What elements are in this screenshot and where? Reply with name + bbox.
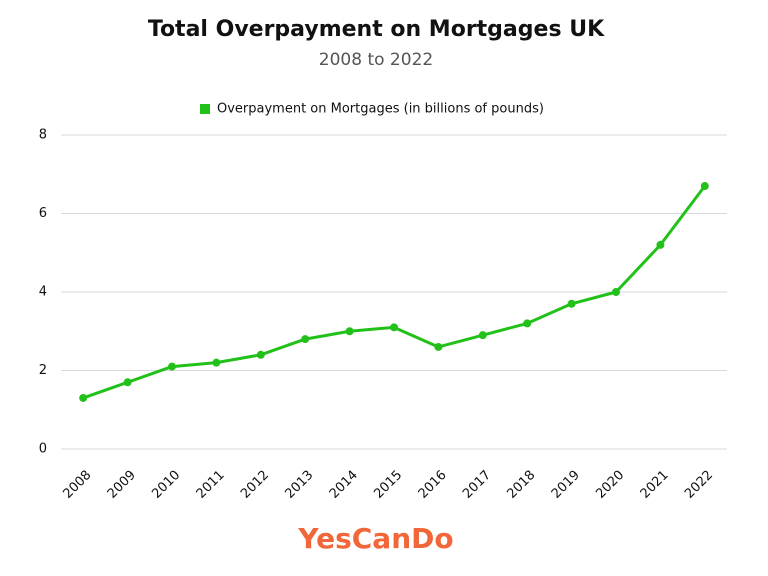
x-tick-label: 2013 bbox=[282, 468, 316, 502]
data-point bbox=[612, 288, 620, 296]
x-tick-label: 2022 bbox=[682, 468, 716, 502]
data-point bbox=[390, 323, 398, 332]
y-tick-label: 6 bbox=[39, 206, 47, 221]
y-tick-label: 0 bbox=[39, 442, 47, 457]
x-tick-label: 2011 bbox=[194, 468, 228, 502]
x-tick-label: 2015 bbox=[371, 468, 405, 502]
brand-logo: YesCanDo bbox=[297, 522, 453, 555]
data-point bbox=[656, 240, 665, 249]
chart-subtitle: 2008 to 2022 bbox=[319, 50, 433, 70]
data-point bbox=[212, 358, 221, 367]
x-tick-label: 2018 bbox=[504, 468, 538, 502]
x-tick-label: 2021 bbox=[638, 468, 672, 502]
data-point bbox=[434, 342, 443, 351]
data-point bbox=[567, 299, 576, 308]
y-tick-label: 8 bbox=[39, 128, 47, 143]
data-point bbox=[523, 319, 532, 328]
data-point bbox=[79, 393, 88, 402]
y-tick-label: 2 bbox=[39, 363, 47, 378]
data-point bbox=[478, 331, 487, 340]
legend-label: Overpayment on Mortgages (in billions of… bbox=[217, 102, 544, 117]
data-point bbox=[301, 335, 310, 344]
x-tick-label: 2010 bbox=[149, 468, 183, 502]
legend-swatch bbox=[200, 104, 210, 114]
chart-title: Total Overpayment on Mortgages UK bbox=[148, 17, 605, 42]
data-point bbox=[345, 327, 354, 336]
x-tick-label: 2014 bbox=[327, 468, 361, 502]
x-tick-label: 2020 bbox=[593, 468, 627, 502]
x-tick-label: 2017 bbox=[460, 468, 494, 502]
x-tick-label: 2019 bbox=[549, 468, 583, 502]
x-tick-label: 2008 bbox=[60, 468, 94, 502]
data-point bbox=[168, 362, 176, 371]
data-point bbox=[123, 378, 132, 387]
x-tick-label: 2016 bbox=[416, 468, 450, 502]
x-tick-label: 2012 bbox=[238, 468, 272, 502]
x-tick-label: 2009 bbox=[105, 468, 139, 502]
data-point bbox=[256, 350, 265, 359]
data-point bbox=[700, 182, 709, 191]
y-tick-label: 4 bbox=[39, 285, 47, 300]
